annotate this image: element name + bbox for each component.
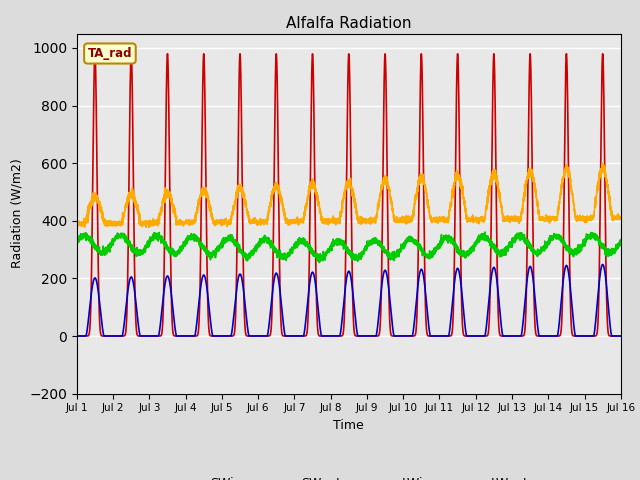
LWin — [481, 229, 489, 235]
Legend: SWin, SWout, LWin, LWout: SWin, SWout, LWin, LWout — [164, 472, 534, 480]
SWout — [73, 333, 81, 339]
LWout — [329, 218, 337, 224]
LWout — [171, 205, 179, 211]
LWin — [502, 252, 509, 258]
LWout — [471, 218, 479, 224]
SWin — [91, 51, 99, 57]
SWout — [471, 333, 479, 339]
Line: LWin: LWin — [77, 232, 621, 263]
LWout — [441, 220, 449, 226]
SWout — [616, 333, 624, 339]
SWin — [616, 333, 624, 339]
SWout — [328, 333, 336, 339]
LWout — [617, 215, 625, 220]
LWin — [329, 240, 337, 246]
Title: Alfalfa Radiation: Alfalfa Radiation — [286, 16, 412, 31]
LWout — [616, 215, 624, 221]
SWin — [171, 333, 179, 339]
LWout — [73, 221, 81, 227]
SWout — [171, 321, 179, 327]
SWin — [617, 333, 625, 339]
Line: SWout: SWout — [77, 264, 621, 336]
SWout — [502, 333, 509, 339]
LWout — [598, 161, 606, 167]
Text: TA_rad: TA_rad — [88, 47, 132, 60]
SWin — [73, 333, 81, 339]
SWout — [617, 333, 625, 339]
LWin — [616, 238, 624, 243]
SWout — [440, 333, 448, 339]
Line: SWin: SWin — [77, 54, 621, 336]
SWin — [471, 333, 479, 339]
SWin — [329, 333, 337, 339]
SWin — [441, 333, 449, 339]
SWin — [502, 333, 509, 339]
X-axis label: Time: Time — [333, 419, 364, 432]
Line: LWout: LWout — [77, 164, 621, 228]
SWout — [599, 262, 607, 267]
Y-axis label: Radiation (W/m2): Radiation (W/m2) — [11, 159, 24, 268]
LWin — [316, 260, 323, 265]
LWin — [617, 239, 625, 245]
LWin — [471, 241, 479, 247]
LWin — [73, 238, 81, 243]
LWout — [145, 225, 153, 230]
LWin — [441, 237, 449, 242]
LWin — [171, 252, 179, 258]
LWout — [502, 218, 509, 224]
